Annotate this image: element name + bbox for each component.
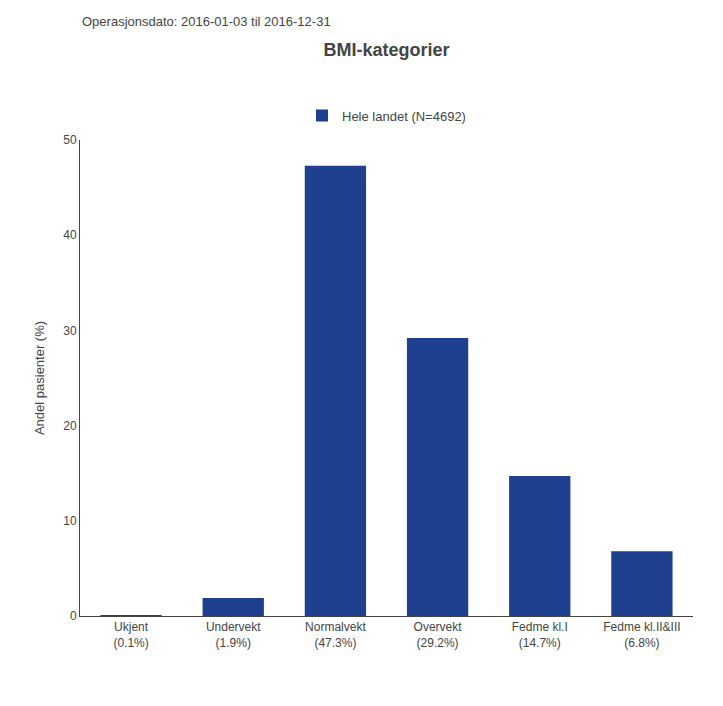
- svg-text:Hele landet (N=4692): Hele landet (N=4692): [342, 109, 466, 124]
- svg-text:10: 10: [63, 514, 77, 528]
- svg-text:Operasjonsdato: 2016-01-03 til: Operasjonsdato: 2016-01-03 til 2016-12-3…: [82, 14, 331, 29]
- svg-text:Overvekt(29.2%): Overvekt(29.2%): [414, 620, 463, 650]
- svg-text:Normalvekt(47.3%): Normalvekt(47.3%): [305, 620, 366, 650]
- svg-text:Undervekt(1.9%): Undervekt(1.9%): [206, 620, 261, 650]
- svg-text:50: 50: [63, 133, 77, 147]
- svg-text:0: 0: [70, 609, 77, 623]
- svg-text:Andel pasienter (%): Andel pasienter (%): [32, 321, 47, 435]
- svg-text:BMI-kategorier: BMI-kategorier: [323, 40, 449, 60]
- svg-text:Fedme kl.II&III(6.8%): Fedme kl.II&III(6.8%): [603, 620, 680, 650]
- svg-text:Ukjent(0.1%): Ukjent(0.1%): [113, 620, 148, 650]
- svg-text:30: 30: [63, 324, 77, 338]
- svg-text:40: 40: [63, 228, 77, 242]
- svg-text:20: 20: [63, 419, 77, 433]
- svg-text:Fedme kl.I(14.7%): Fedme kl.I(14.7%): [512, 620, 568, 650]
